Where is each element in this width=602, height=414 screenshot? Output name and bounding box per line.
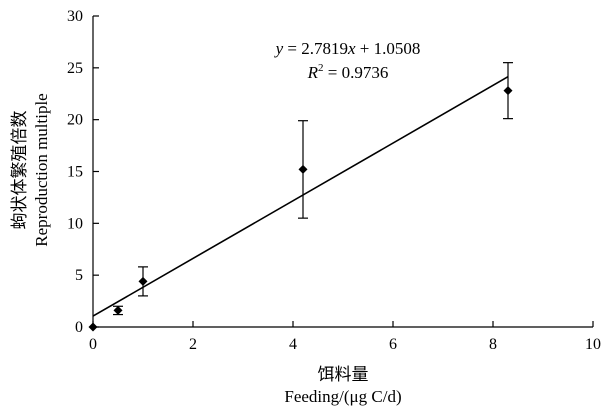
y-tick-label: 5 xyxy=(75,267,83,284)
r-squared: R2 = 0.9736 xyxy=(307,62,389,82)
y-axis-title-en: Reproduction multiple xyxy=(32,93,51,246)
x-tick-label: 4 xyxy=(289,336,297,353)
y-ticks: 0 5 10 15 20 25 30 xyxy=(67,8,99,336)
data-point-marker xyxy=(138,276,148,286)
x-ticks: 0 2 4 6 8 10 xyxy=(89,321,601,353)
eq-x-var: x xyxy=(347,39,356,58)
regression-line xyxy=(92,76,509,317)
r2-superscript: 2 xyxy=(318,62,324,74)
r2-value: = 0.9736 xyxy=(324,63,389,82)
x-axis-title-en: Feeding/(μg C/d) xyxy=(284,387,401,406)
y-axis-title-en-group: Reproduction multiple xyxy=(32,93,51,246)
eq-y-var: y xyxy=(274,39,284,58)
y-tick-label: 0 xyxy=(75,319,83,336)
y-tick-label: 15 xyxy=(67,164,83,181)
eq-intercept: + 1.0508 xyxy=(356,39,421,58)
x-tick-label: 6 xyxy=(389,336,397,353)
y-tick-label: 20 xyxy=(67,112,83,129)
x-tick-label: 0 xyxy=(89,336,97,353)
x-axis-title-cn: 饵料量 xyxy=(318,365,369,384)
data-point-marker xyxy=(503,86,513,96)
eq-slope: = 2.7819 xyxy=(283,39,348,58)
x-tick-label: 10 xyxy=(585,336,601,353)
y-tick-label: 25 xyxy=(67,60,83,77)
data-point-marker xyxy=(113,305,123,315)
fit-line-group xyxy=(92,76,509,317)
x-tick-label: 8 xyxy=(489,336,497,353)
r2-symbol: R xyxy=(307,63,319,82)
data-points xyxy=(88,62,513,332)
data-point-marker xyxy=(88,322,98,332)
y-axis-title-cn-group: 蚼状体繁殖倍数 xyxy=(10,111,29,230)
y-axis-title-cn: 蚼状体繁殖倍数 xyxy=(10,111,29,230)
y-tick-label: 30 xyxy=(67,8,83,25)
y-tick-label: 10 xyxy=(67,215,83,232)
data-point-marker xyxy=(298,164,308,174)
x-tick-label: 2 xyxy=(189,336,197,353)
regression-equation: y = 2.7819x + 1.0508 xyxy=(274,39,421,58)
